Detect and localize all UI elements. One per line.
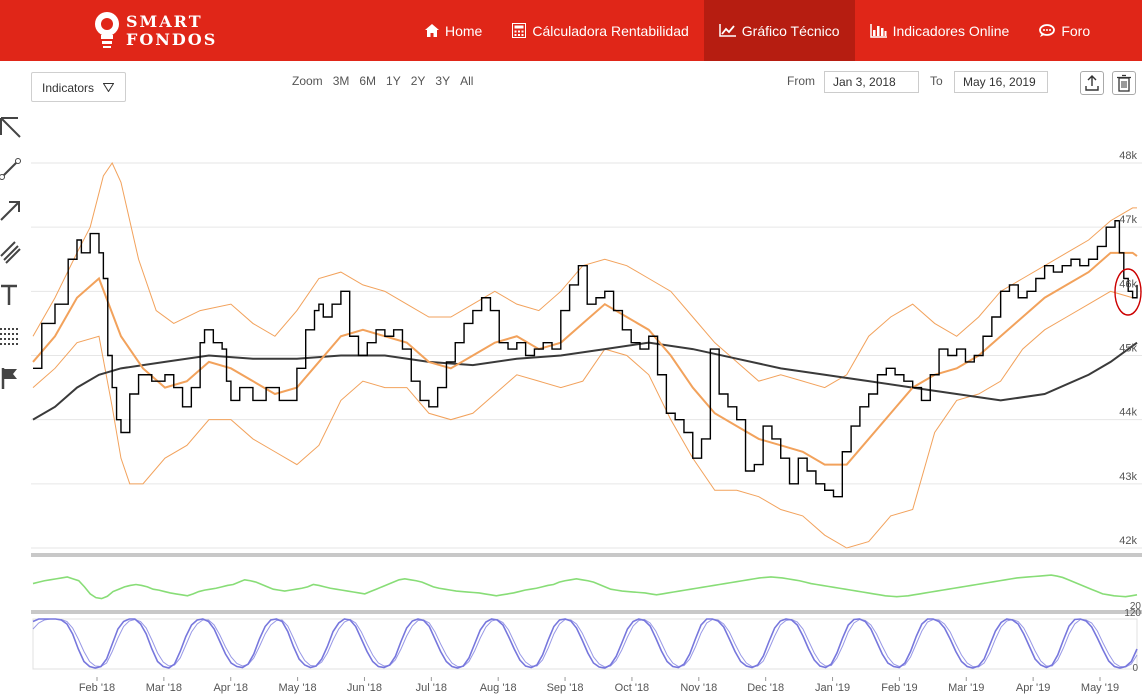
top-navbar: SMART FONDOS Home Cálculadora Rentabilid… [0,0,1142,61]
arrow-tool[interactable] [0,198,22,222]
x-tick-label: May '18 [279,682,317,694]
zoom-label: Zoom [292,74,323,88]
main-series-layer [32,161,1138,549]
lightbulb-icon [95,12,119,48]
technical-chart[interactable]: 48k 47k 46k 45k 44k 43k 42k 20 120 0 Feb '18 Mar… [0,111,1142,698]
x-tick-label: Feb '18 [79,682,115,694]
export-button[interactable] [1080,71,1104,95]
fibonacci-tool[interactable] [0,325,22,349]
main-nav: Home Cálculadora Rentabilidad Gráfico Té… [410,0,1105,61]
x-tick-label: Feb '19 [881,682,917,694]
band-lower-line [32,290,1137,549]
x-tick-label: Sep '18 [547,682,584,694]
x-tick-label: Apr '18 [213,682,248,694]
oscillator2-tick-label: 120 [1124,608,1141,619]
zoom-6m-button[interactable]: 6M [359,74,377,88]
upload-icon [1085,75,1099,91]
x-tick-label: Apr '19 [1016,682,1051,694]
nav-online-indicators-label: Indicadores Online [892,22,1010,39]
arrow-tool-icon [0,201,20,221]
oscillator1-line [32,574,1138,600]
line-chart-icon [719,24,736,37]
oscillator2-pane: 120 0 [32,608,1141,674]
delete-button[interactable] [1112,71,1136,95]
zoom-3y-button[interactable]: 3Y [435,74,451,88]
x-tick-label: Nov '18 [680,682,717,694]
oscillator1-pane: 20 [32,574,1142,612]
highlight-circle [1114,268,1142,316]
from-label: From [787,74,815,88]
nav-home-label: Home [445,22,483,39]
line-tool-icon [0,158,21,180]
to-label: To [930,74,943,88]
chat-icon [1039,24,1056,37]
indicators-dropdown[interactable]: Indicators [31,72,126,102]
nav-forum[interactable]: Foro [1024,0,1105,61]
sma-long-line [32,341,1138,421]
sma-short-line [32,251,1138,466]
flag-tool[interactable] [0,366,22,390]
line-tool[interactable] [0,157,22,181]
price-line [33,220,1138,498]
x-tick-label: Jan '19 [815,682,850,694]
flag-tool-icon [1,368,17,389]
nav-technical-chart[interactable]: Gráfico Técnico [703,0,855,61]
oscillator1-tick-label: 20 [1130,601,1142,612]
pointer-tool[interactable] [0,116,22,140]
oscillator2-line-2 [32,618,1138,668]
y-tick-label: 48k [1119,150,1137,162]
y-tick-label: 47k [1119,214,1137,226]
nav-technical-chart-label: Gráfico Técnico [741,22,840,39]
smartfondos-logo[interactable]: SMART FONDOS [92,8,242,52]
time-axis: Feb '18 Mar '18 Apr '18 May '18 Jun '18 Jul '… [79,677,1119,694]
x-tick-label: Oct '18 [615,682,650,694]
bar-chart-icon [869,23,887,38]
y-tick-label: 46k [1119,278,1137,290]
zoom-selector: Zoom 3M 6M 1Y 2Y 3Y All [292,74,473,88]
logo-line1: SMART [126,12,203,31]
parallel-channel-tool-icon [0,241,21,264]
parallel-channel-tool[interactable] [0,240,22,264]
band-upper-line [32,161,1137,389]
nav-calculator[interactable]: Cálculadora Rentabilidad [497,0,703,61]
y-tick-label: 44k [1119,407,1137,419]
x-tick-label: Jun '18 [347,682,382,694]
text-tool-icon [1,284,17,305]
fibonacci-tool-icon [0,328,20,345]
x-tick-label: Aug '18 [480,682,517,694]
nav-calculator-label: Cálculadora Rentabilidad [532,22,689,39]
zoom-2y-button[interactable]: 2Y [410,74,426,88]
pane-separator-1[interactable] [31,553,1142,557]
pane-separator-2[interactable] [31,610,1142,614]
zoom-all-button[interactable]: All [460,74,474,88]
logo-line2: FONDOS [126,30,218,49]
trash-icon [1117,74,1131,92]
indicators-label: Indicators [42,81,95,95]
zoom-1y-button[interactable]: 1Y [386,74,401,88]
from-date-input[interactable]: Jan 3, 2018 [824,71,919,93]
nav-online-indicators[interactable]: Indicadores Online [855,0,1025,61]
zoom-3m-button[interactable]: 3M [332,74,350,88]
y-tick-label: 43k [1119,471,1137,483]
calculator-icon [512,23,527,38]
oscillator2-line-1 [32,618,1138,669]
text-tool[interactable] [0,283,22,307]
chart-toolbar: Indicators Zoom 3M 6M 1Y 2Y 3Y All From … [0,61,1142,111]
pointer-tool-icon [0,117,21,138]
y-tick-label: 45k [1119,343,1137,355]
x-tick-label: Mar '19 [948,682,984,694]
x-tick-label: Dec '18 [747,682,784,694]
x-tick-label: May '19 [1081,682,1119,694]
y-tick-label: 42k [1119,535,1137,547]
x-tick-label: Jul '18 [416,682,447,694]
oscillator2-frame [32,618,1138,670]
chevron-down-icon [103,83,114,92]
price-axis: 48k 47k 46k 45k 44k 43k 42k [1119,150,1137,547]
x-tick-label: Mar '18 [146,682,182,694]
to-date-input[interactable]: May 16, 2019 [954,71,1048,93]
home-icon [425,24,439,37]
nav-home[interactable]: Home [410,0,497,61]
oscillator2-tick-label: 0 [1132,663,1138,674]
nav-forum-label: Foro [1061,22,1091,39]
